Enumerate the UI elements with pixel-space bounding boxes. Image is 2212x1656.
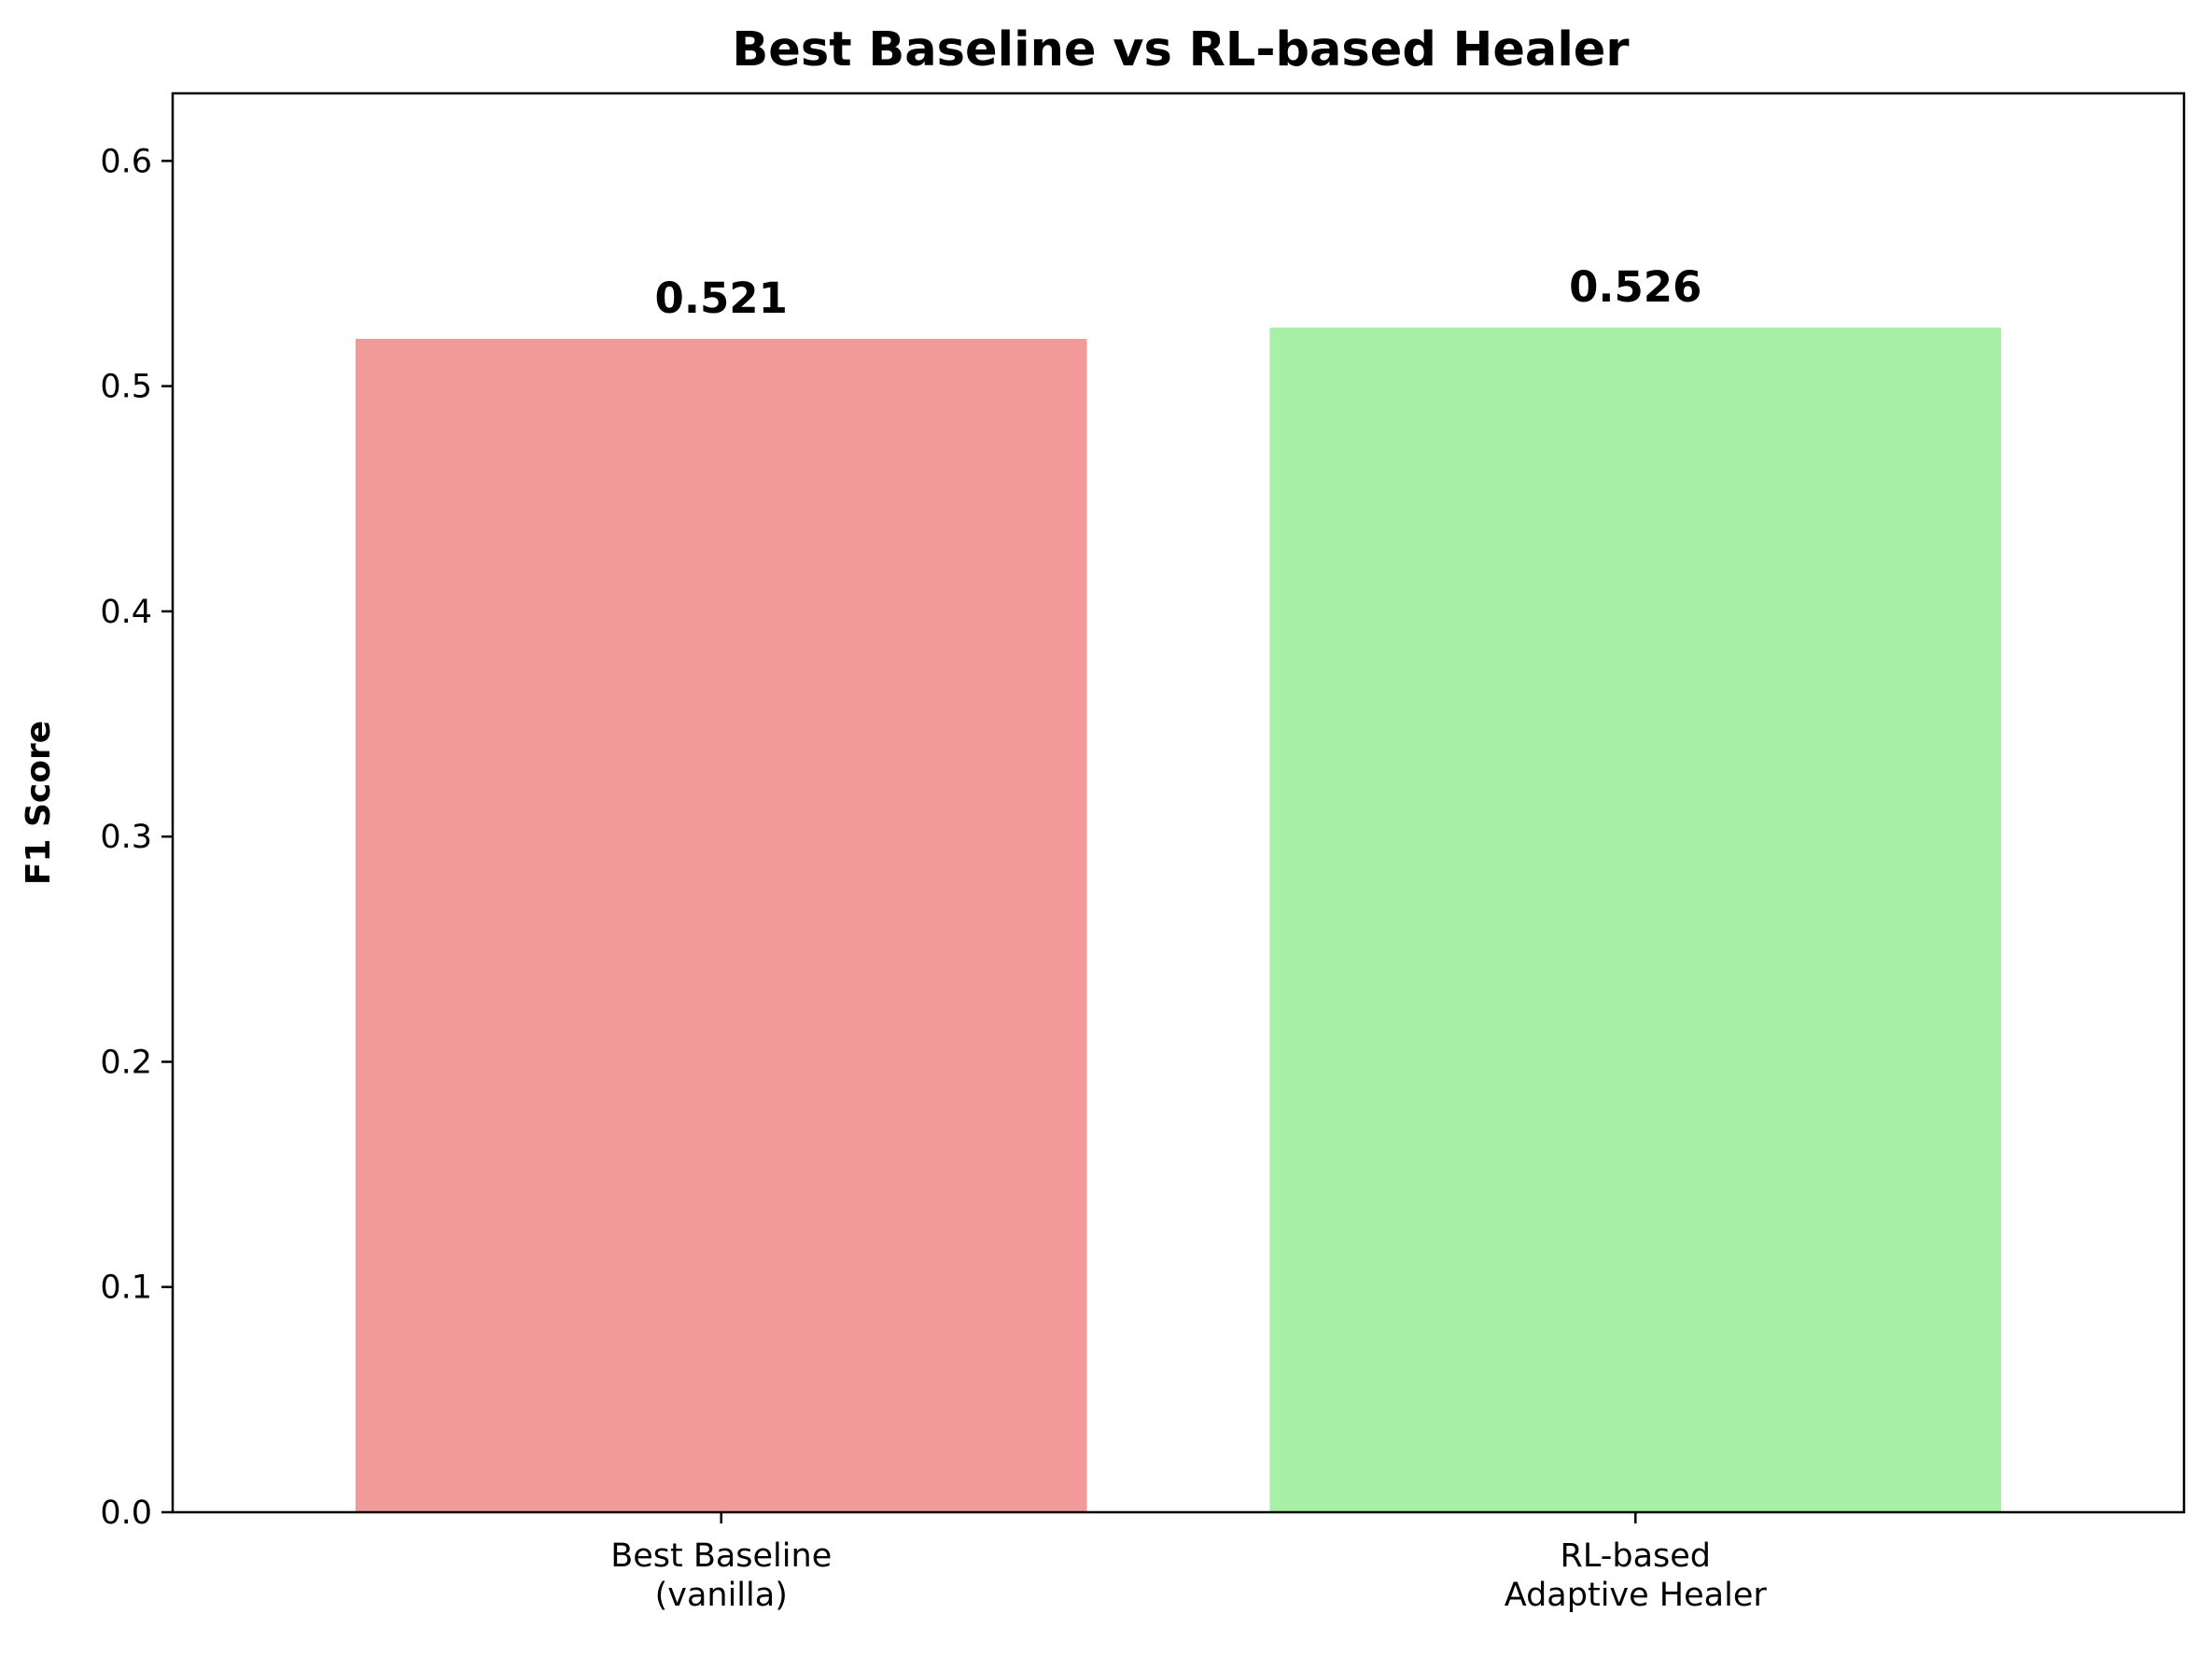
y-tick-label-3: 0.3 <box>100 819 152 856</box>
plot-area-frame <box>171 91 2186 1514</box>
y-axis-label-group: F1 Score <box>20 721 58 885</box>
y-tick-label-4: 0.4 <box>100 594 152 631</box>
bar-1 <box>1269 327 2002 1512</box>
bar-value-label-0: 0.521 <box>655 274 788 323</box>
y-tick-label-1: 0.1 <box>100 1270 152 1307</box>
bars-layer <box>355 327 2002 1512</box>
x-axis-ticks: Best Baseline (vanilla) RL-based Adaptive H… <box>610 1512 1767 1614</box>
chart-title: Best Baseline vs RL-based Healer <box>732 22 1629 77</box>
y-tick-label-0: 0.0 <box>100 1495 152 1532</box>
y-tick-label-2: 0.2 <box>100 1044 152 1081</box>
x-tick-label-0: Best Baseline (vanilla) <box>610 1537 832 1614</box>
y-tick-label-5: 0.5 <box>100 369 152 406</box>
bar-0 <box>355 338 1087 1512</box>
value-labels-layer: 0.521 0.526 <box>655 262 1702 323</box>
y-axis-label: F1 Score <box>20 721 58 885</box>
bar-value-label-1: 0.526 <box>1569 262 1701 312</box>
y-tick-label-6: 0.6 <box>100 143 152 180</box>
x-tick-label-1: RL-based Adaptive Healer <box>1505 1537 1768 1614</box>
y-axis-ticks: 0.0 0.1 0.2 0.3 0.4 0.5 0.6 <box>100 143 173 1532</box>
